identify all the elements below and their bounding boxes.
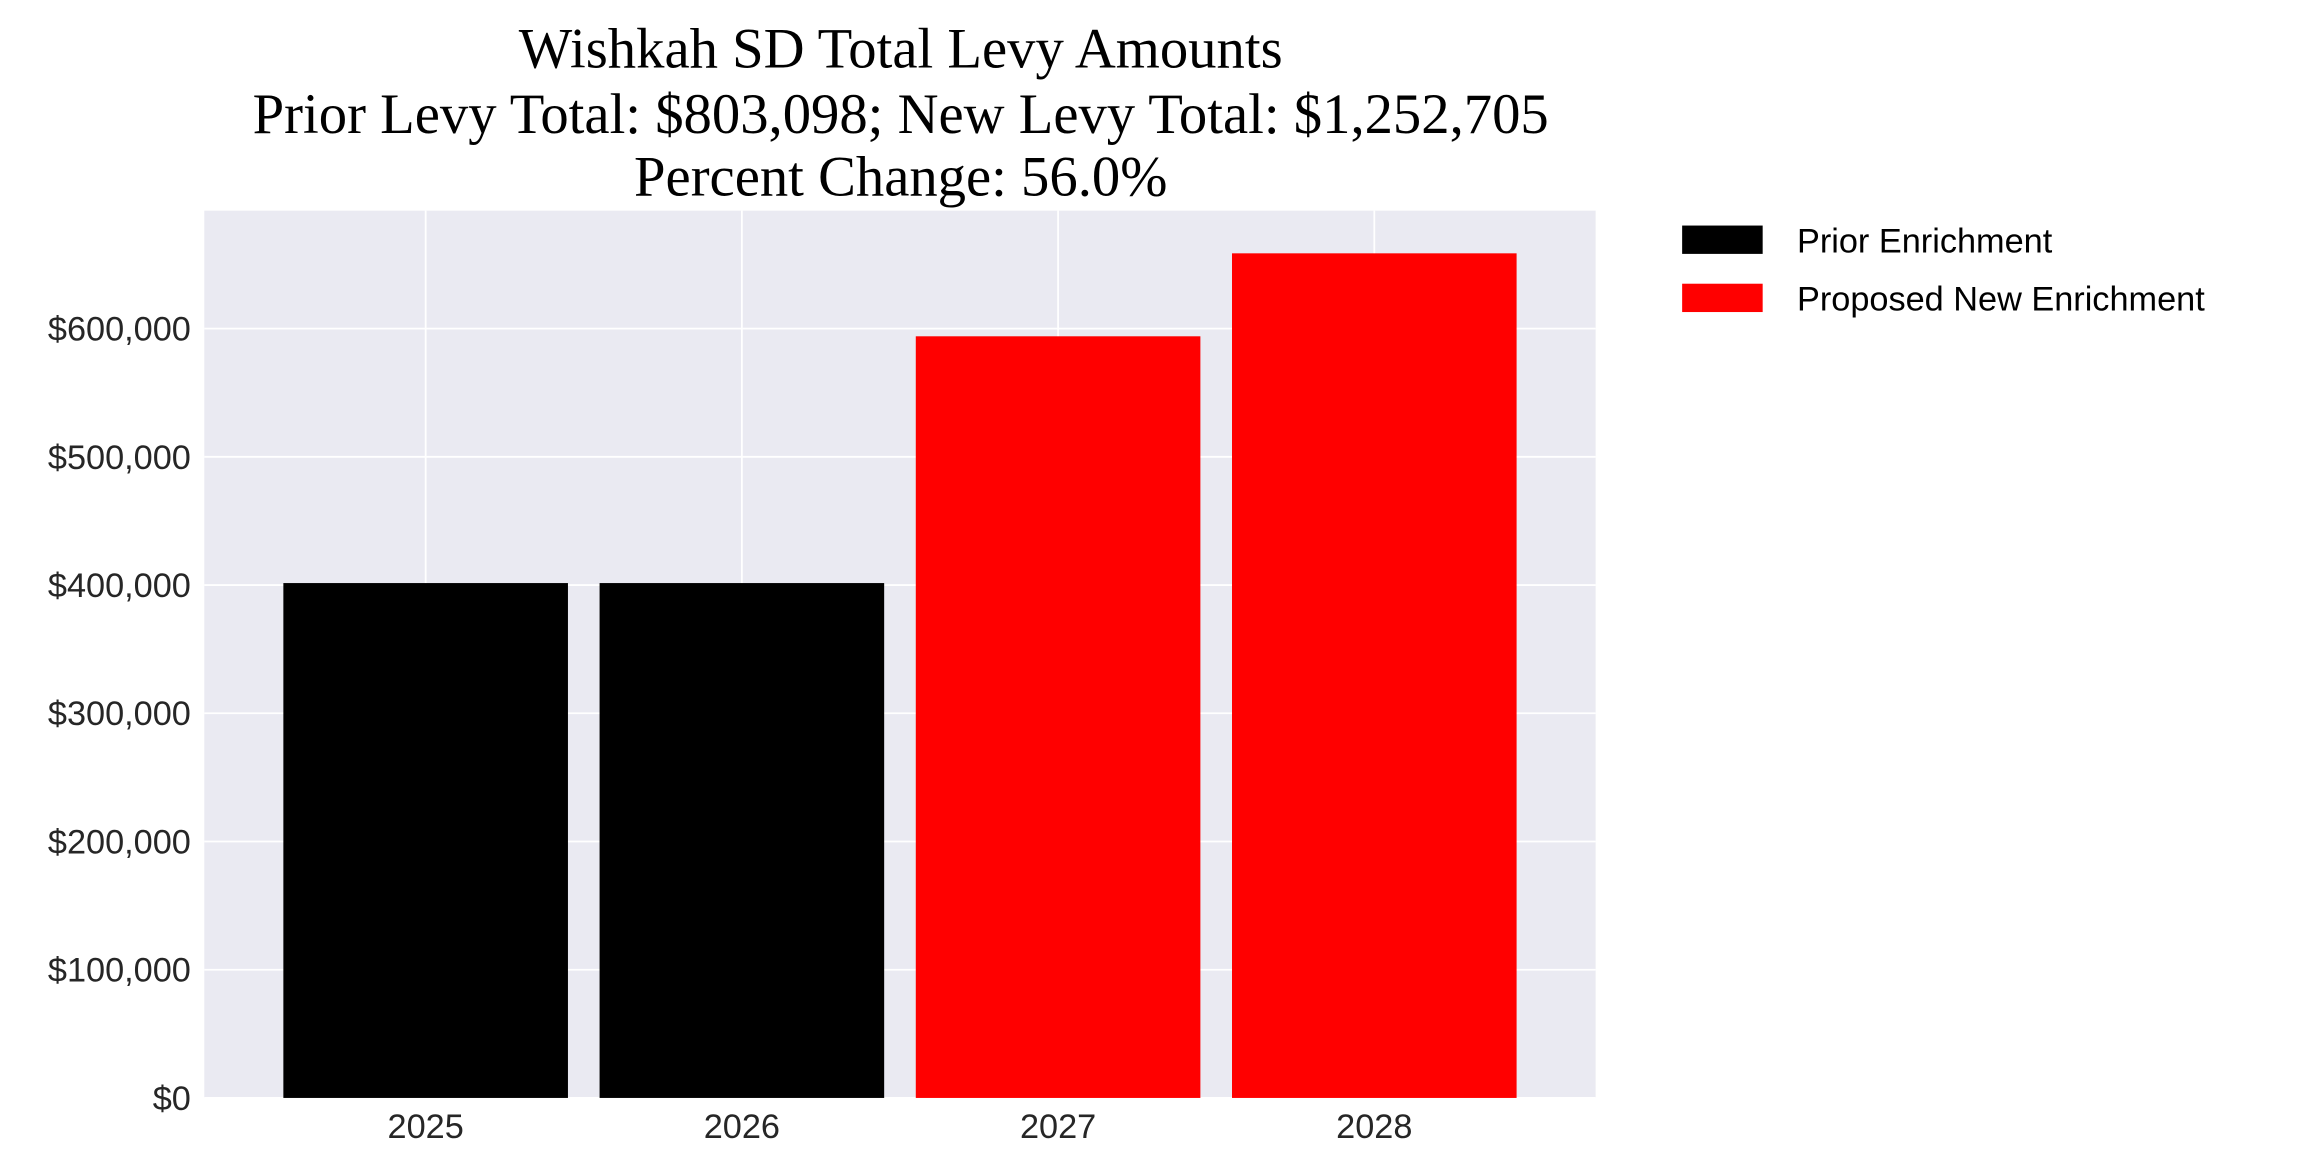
bar-2025 bbox=[283, 583, 568, 1098]
bar-2028 bbox=[1232, 253, 1517, 1098]
y-axis-ticks: $0 $100,000 $200,000 $300,000 $400,000 $500,0… bbox=[48, 311, 191, 1118]
x-tick-label: 2026 bbox=[704, 1108, 780, 1146]
y-tick-label: $200,000 bbox=[48, 823, 191, 861]
y-tick-label: $600,000 bbox=[48, 311, 191, 349]
y-tick-label: $400,000 bbox=[48, 567, 191, 605]
bar-2027 bbox=[915, 336, 1201, 1098]
x-tick-label: 2025 bbox=[388, 1108, 464, 1146]
legend-label-prior: Prior Enrichment bbox=[1797, 222, 2053, 260]
chart-title: Wishkah SD Total Levy Amounts Prior Levy… bbox=[253, 18, 1549, 208]
y-tick-label: $500,000 bbox=[48, 439, 191, 477]
y-tick-label: $0 bbox=[153, 1080, 191, 1118]
title-line-3: Percent Change: 56.0% bbox=[634, 147, 1167, 209]
x-axis-ticks: 2025 2026 2027 2028 bbox=[388, 1108, 1413, 1146]
bar-2026 bbox=[599, 583, 885, 1098]
legend-swatch-prior bbox=[1682, 225, 1763, 254]
legend-label-proposed: Proposed New Enrichment bbox=[1797, 281, 2205, 319]
bars bbox=[283, 253, 1517, 1098]
y-tick-label: $100,000 bbox=[48, 952, 191, 990]
x-tick-label: 2027 bbox=[1020, 1108, 1096, 1146]
x-tick-label: 2028 bbox=[1336, 1108, 1412, 1146]
title-line-1: Wishkah SD Total Levy Amounts bbox=[519, 18, 1283, 80]
legend: Prior Enrichment Proposed New Enrichment bbox=[1682, 222, 2205, 319]
title-line-2: Prior Levy Total: $803,098; New Levy Tot… bbox=[253, 84, 1549, 146]
y-tick-label: $300,000 bbox=[48, 695, 191, 733]
legend-swatch-proposed bbox=[1682, 283, 1763, 313]
